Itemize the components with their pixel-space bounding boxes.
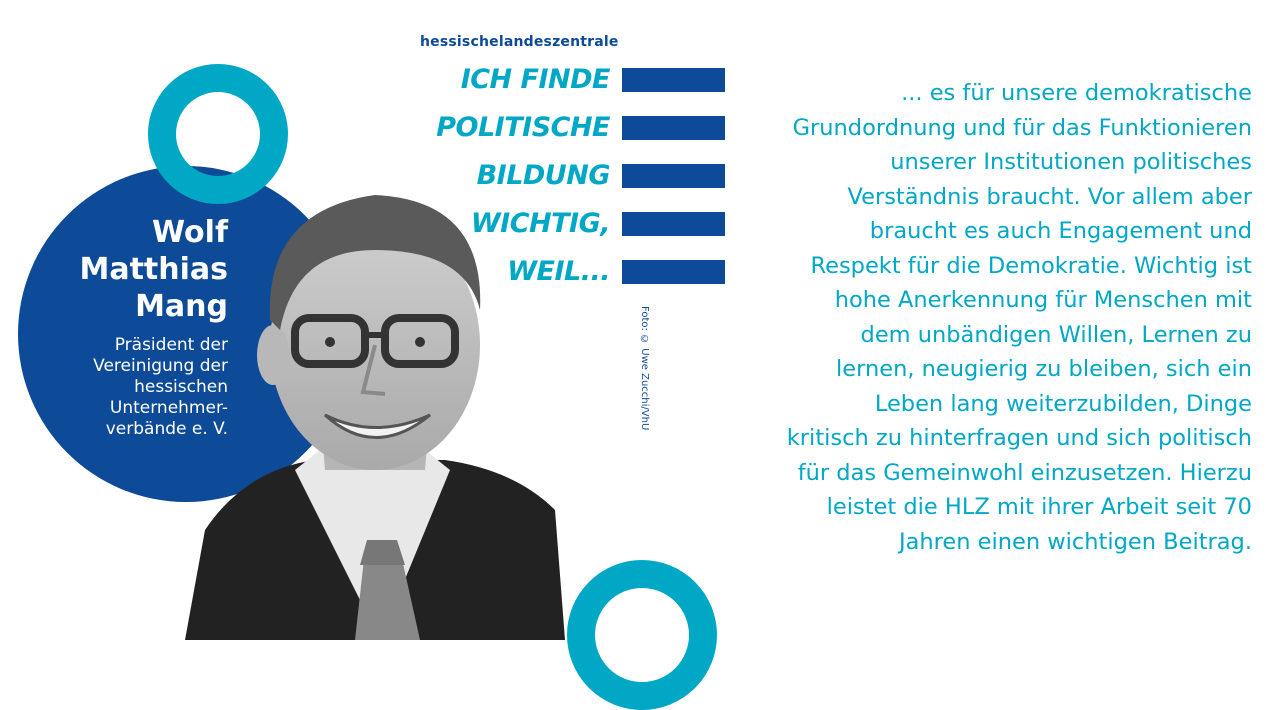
quote-line: Respekt für die Demokratie. Wichtig ist: [810, 252, 1252, 279]
quote-line: ... es für unsere demokratische: [901, 80, 1252, 106]
blue-bar: [622, 212, 725, 236]
quote-line: Leben lang weiterzubilden, Dinge: [874, 390, 1252, 417]
quote-line: dem unbändigen Willen, Lernen zu: [860, 321, 1252, 348]
quote-line: Grundordnung und für das Funktionieren: [792, 114, 1252, 141]
person-name: Wolf Matthias Mang: [60, 214, 228, 325]
quote-line: Jahren einen wichtigen Beitrag.: [898, 528, 1252, 555]
photo-credit: Foto: © Uwe Zucchi/VhU: [639, 306, 650, 431]
person-role-line: Präsident der: [114, 335, 228, 355]
person-role-line: hessischen: [134, 377, 228, 397]
person-name-line: Matthias: [79, 252, 228, 287]
quote-line: braucht es auch Engagement und: [869, 218, 1252, 244]
slogan-line: ICH FINDE: [460, 64, 611, 95]
quote-line: lernen, neugierig zu bleiben, sich ein: [836, 356, 1252, 382]
person-role: Präsident der Vereinigung der hessischen…: [60, 335, 228, 440]
quote-text: ... es für unsere demokratische Grundord…: [730, 76, 1252, 559]
slogan-line: BILDUNG: [476, 160, 611, 191]
quote-line: für das Gemeinwohl einzusetzen. Hierzu: [797, 459, 1252, 486]
portrait-photo: [185, 195, 565, 640]
quote-line: unserer Institutionen politisches: [890, 149, 1252, 175]
person-role-line: Vereinigung der: [93, 356, 228, 376]
slogan-line: WICHTIG,: [470, 208, 611, 239]
person-name-line: Mang: [135, 289, 228, 324]
quote-line: Verständnis braucht. Vor allem aber: [847, 183, 1252, 210]
blue-bar: [622, 260, 725, 284]
person-role-line: Unternehmer-: [109, 398, 228, 418]
brand-wordmark: hessischelandeszentrale: [420, 34, 619, 50]
person-role-line: verbände e. V.: [105, 419, 228, 439]
cyan-ring-decoration-bottom: [567, 560, 717, 710]
slogan-line: WEIL...: [507, 256, 610, 287]
blue-bar: [622, 116, 725, 140]
slogan-line: POLITISCHE: [436, 112, 610, 143]
blue-bar: [622, 164, 725, 188]
quote-line: hohe Anerkennung für Menschen mit: [834, 287, 1252, 313]
person-name-line: Wolf: [152, 215, 228, 250]
quote-line: kritisch zu hinterfragen und sich politi…: [786, 425, 1252, 451]
person-info: Wolf Matthias Mang Präsident der Vereini…: [60, 214, 228, 440]
quote-line: leistet die HLZ mit ihrer Arbeit seit 70: [826, 494, 1252, 520]
blue-bar: [622, 68, 725, 92]
